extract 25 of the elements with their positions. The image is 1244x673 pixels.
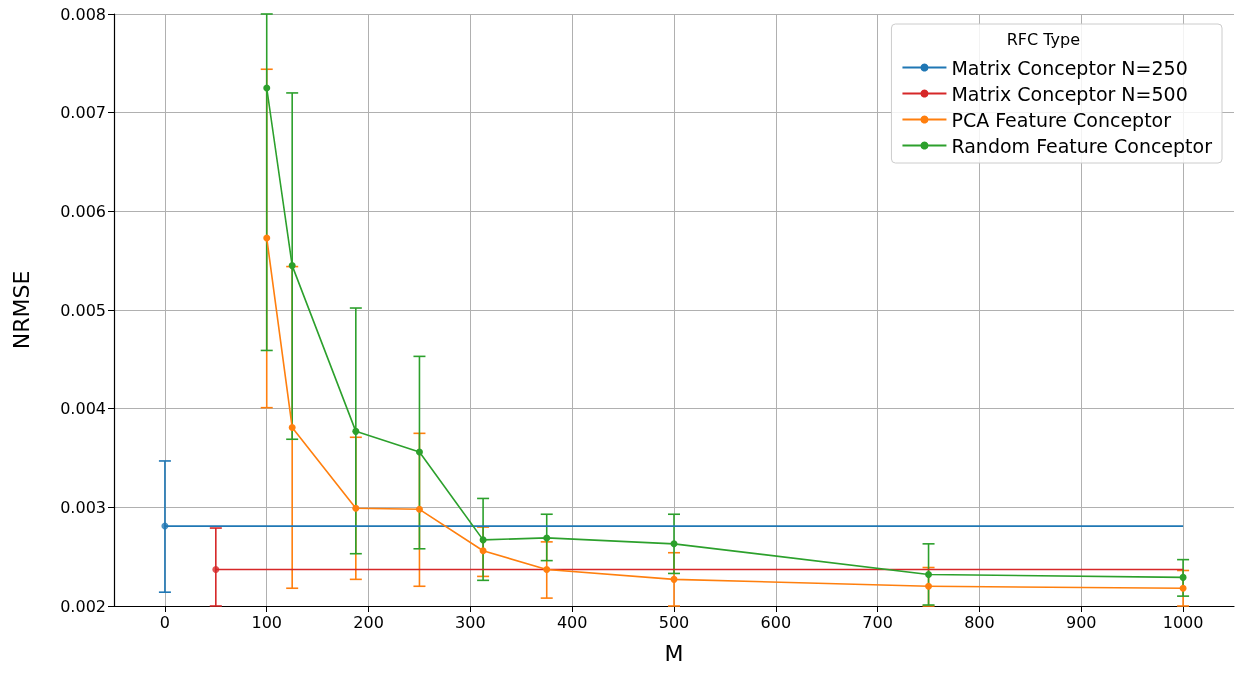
y-tick-label: 0.003: [60, 497, 106, 517]
y-tick-label: 0.004: [60, 399, 106, 419]
x-tick-label: 0: [159, 612, 170, 632]
y-tick-label: 0.002: [60, 596, 106, 616]
x-tick-label: 400: [556, 612, 588, 632]
y-tick-label: 0.008: [60, 4, 106, 24]
legend-label: Random Feature Conceptor: [951, 134, 1213, 157]
x-tick-label: 500: [658, 612, 690, 632]
y-tick-label: 0.006: [60, 201, 106, 221]
x-tick-label: 100: [251, 612, 282, 632]
legend-label: Matrix Conceptor N=250: [951, 56, 1188, 79]
x-tick-label: 1000: [1162, 612, 1204, 632]
x-tick-label: 700: [862, 612, 893, 632]
y-axis-title: NRMSE: [8, 270, 34, 350]
y-tick-label: 0.007: [60, 103, 106, 123]
x-axis-title: M: [664, 640, 684, 666]
y-tick-label: 0.005: [60, 300, 106, 320]
x-tick-label: 200: [353, 612, 384, 632]
legend-label: Matrix Conceptor N=500: [951, 82, 1188, 105]
x-tick-label: 800: [964, 612, 995, 632]
x-tick-label: 300: [455, 612, 486, 632]
legend-label: PCA Feature Conceptor: [951, 108, 1172, 131]
legend-title: RFC Type: [1006, 30, 1081, 49]
x-tick-label: 600: [760, 612, 792, 632]
x-tick-label: 900: [1066, 612, 1097, 632]
